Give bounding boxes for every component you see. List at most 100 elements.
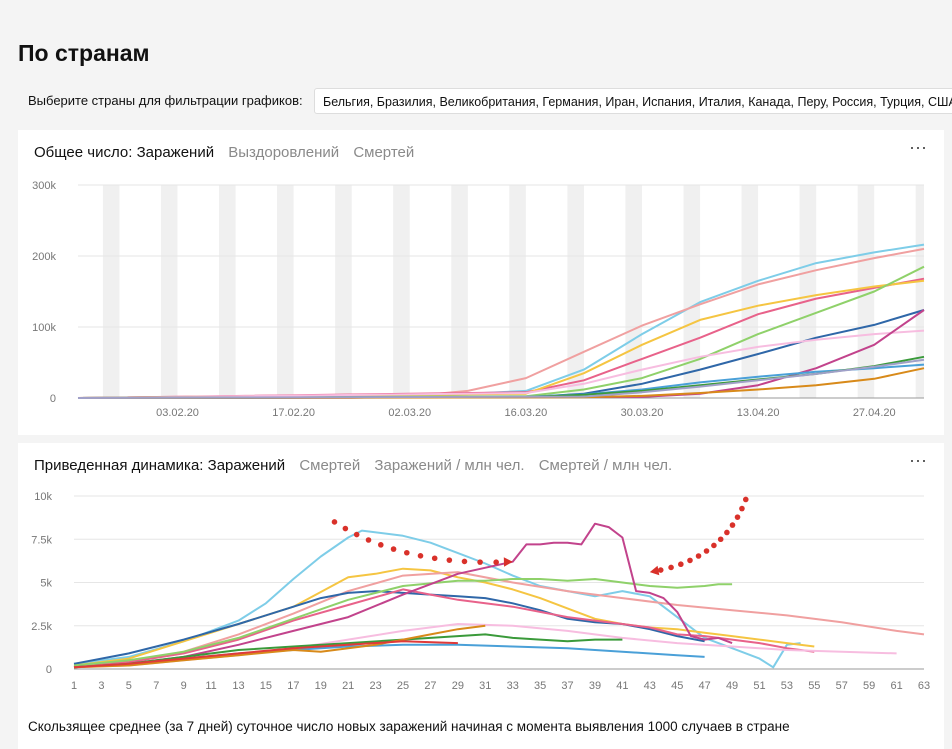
x-tick-label: 25	[397, 680, 409, 692]
x-tick-label: 37	[561, 680, 573, 692]
series-line	[73, 571, 925, 668]
tab-dyn-infections-per-million[interactable]: Заражений / млн чел.	[374, 457, 525, 474]
weekend-band	[393, 185, 410, 398]
annotation-arrowhead	[649, 565, 660, 576]
y-tick-label: 200k	[32, 251, 56, 263]
annotation-dot	[493, 559, 499, 566]
tab-dyn-deaths[interactable]: Смертей	[299, 457, 361, 474]
series-line	[77, 309, 925, 399]
annotation-dot	[331, 519, 338, 525]
country-filter-input[interactable]: Бельгия, Бразилия, Великобритания, Герма…	[314, 88, 952, 114]
tab-deaths[interactable]: Смертей	[353, 144, 415, 161]
normalized-dynamics-card: Приведенная динамика: Заражений Смертей …	[18, 443, 944, 749]
weekend-band	[683, 185, 701, 398]
total-cases-tabs: Общее число: Заражений Выздоровлений Сме…	[34, 144, 424, 161]
weekend-band	[857, 185, 875, 398]
tab-dyn-deaths-per-million[interactable]: Смертей / млн чел.	[538, 457, 673, 474]
annotation-dot	[353, 531, 360, 538]
x-tick-label: 16.03.20	[504, 407, 547, 419]
x-tick-label: 5	[126, 680, 132, 692]
annotation-dot	[711, 542, 717, 549]
x-tick-label: 21	[342, 680, 354, 692]
tab-dyn-infections[interactable]: Приведенная динамика: Заражений	[34, 457, 286, 474]
annotation-dot	[477, 559, 483, 565]
weekend-band	[160, 185, 178, 398]
x-tick-label: 47	[699, 680, 711, 692]
y-tick-label: 0	[50, 393, 56, 405]
annotation-dot	[657, 567, 664, 573]
y-tick-label: 300k	[32, 180, 56, 192]
x-tick-label: 39	[589, 680, 601, 692]
x-tick-label: 57	[836, 680, 848, 692]
annotation-dot	[378, 542, 384, 548]
series-line	[73, 529, 801, 669]
annotation-dot	[678, 561, 684, 568]
weekend-band	[915, 185, 924, 398]
weekend-band	[509, 185, 526, 398]
series-line	[77, 367, 925, 399]
tab-infections[interactable]: Общее число: Заражений	[34, 144, 215, 161]
weekend-band	[625, 185, 642, 398]
series-line	[77, 265, 925, 399]
chart-footnote: Скользящее среднее (за 7 дней) суточное …	[28, 719, 790, 734]
total-cases-chart: 0 100k 200k 300k 03.02.20 17.02.20 02.03.20 16.…	[32, 180, 925, 419]
x-tick-label: 53	[781, 680, 793, 692]
x-tick-label: 23	[369, 680, 381, 692]
weekend-band	[451, 185, 468, 398]
series-line	[77, 309, 925, 399]
annotation-dot	[742, 496, 749, 503]
annotation-dot	[668, 564, 674, 571]
annotation-dot	[703, 548, 710, 554]
annotation-dot	[446, 557, 453, 563]
annotation-dot	[461, 558, 468, 565]
weekend-band	[741, 185, 759, 398]
annotation-dot	[734, 514, 741, 520]
page-title: По странам	[18, 40, 150, 66]
weekend-band	[277, 185, 294, 398]
annotation-dot	[687, 557, 693, 564]
annotation-dot	[724, 529, 730, 536]
tab-recoveries[interactable]: Выздоровлений	[228, 144, 340, 161]
annotation-dot	[717, 536, 724, 543]
normalized-dynamics-tabs: Приведенная динамика: Заражений Смертей …	[34, 457, 682, 474]
x-tick-label: 29	[452, 680, 464, 692]
x-tick-label: 27	[424, 680, 436, 692]
series-line	[73, 588, 815, 668]
series-line	[77, 277, 925, 399]
x-tick-label: 17.02.20	[272, 407, 315, 419]
annotation-dot	[695, 553, 702, 559]
annotation-dot	[729, 522, 736, 528]
x-tick-label: 9	[181, 680, 187, 692]
y-tick-label: 0	[46, 664, 52, 676]
x-tick-label: 3	[98, 680, 104, 692]
weekend-band	[799, 185, 817, 398]
x-tick-label: 15	[260, 680, 272, 692]
total-cases-card: Общее число: Заражений Выздоровлений Сме…	[18, 130, 944, 435]
x-tick-label: 27.04.20	[853, 407, 896, 419]
weekend-band	[102, 185, 120, 398]
annotation-dot	[365, 537, 372, 543]
x-tick-label: 13.04.20	[737, 407, 780, 419]
series-line	[73, 624, 486, 669]
annotation-dot	[417, 553, 424, 559]
annotation-dot	[342, 525, 349, 532]
x-tick-label: 7	[153, 680, 159, 692]
more-options-icon[interactable]: ⋯	[909, 138, 928, 158]
x-tick-label: 49	[726, 680, 738, 692]
x-tick-label: 61	[890, 680, 902, 692]
annotation-dot	[390, 546, 397, 552]
x-tick-label: 35	[534, 680, 546, 692]
filter-label: Выберите страны для фильтрации графиков:	[28, 93, 303, 108]
annotation-dot	[404, 549, 410, 556]
y-tick-label: 100k	[32, 322, 56, 334]
series-line	[73, 522, 733, 669]
series-line	[73, 633, 623, 669]
annotation-arrowhead	[503, 557, 513, 567]
y-tick-label: 7.5k	[31, 534, 52, 546]
x-tick-label: 41	[616, 680, 628, 692]
series-line	[73, 640, 458, 669]
x-tick-label: 1	[71, 680, 77, 692]
more-options-icon[interactable]: ⋯	[909, 451, 928, 471]
x-tick-label: 19	[315, 680, 327, 692]
